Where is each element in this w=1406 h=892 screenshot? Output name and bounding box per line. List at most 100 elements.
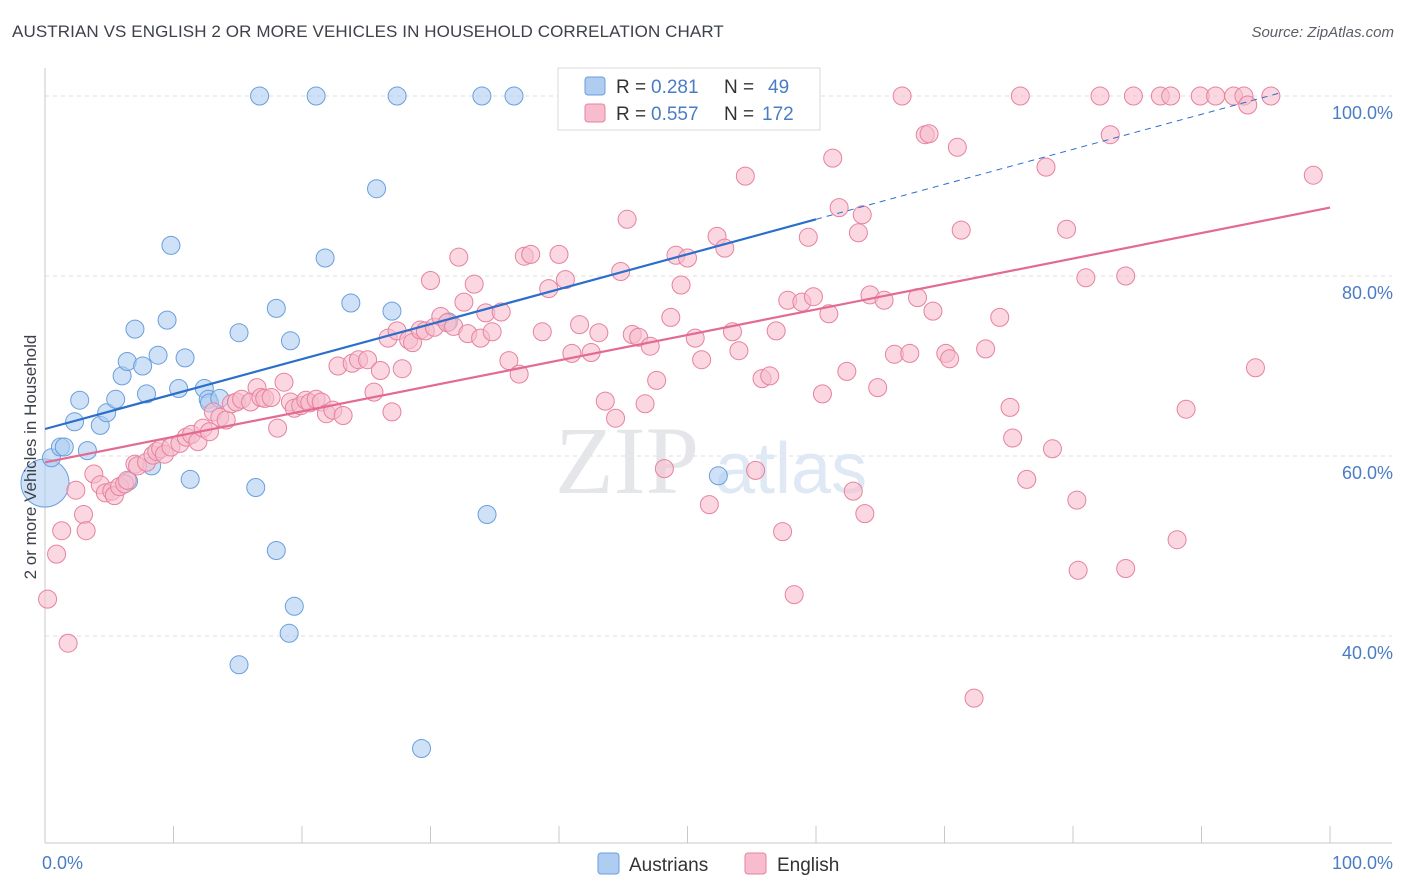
austrians-point — [284, 596, 304, 616]
english-point — [454, 292, 474, 312]
english-point — [1017, 469, 1037, 489]
english-point — [729, 341, 749, 361]
austrians-point — [504, 86, 524, 106]
english-point — [382, 402, 402, 422]
legend-english-n-value: 172 — [762, 104, 794, 125]
x-tick-label: 0.0% — [42, 853, 83, 873]
austrians-point — [54, 437, 74, 457]
english-point — [819, 304, 839, 324]
english-point — [549, 244, 569, 264]
english-point — [58, 633, 78, 653]
austrians-point — [137, 384, 157, 404]
austrians-point — [250, 86, 270, 106]
english-point — [843, 481, 863, 501]
austrians-point — [315, 248, 335, 268]
english-point — [370, 361, 390, 380]
legend-english-r-label: R = — [616, 104, 646, 125]
english-point — [1116, 266, 1136, 286]
legend-austrians-r-value: 0.281 — [651, 77, 699, 98]
austrians-point — [229, 323, 249, 343]
bottom-legend-austrians: Austrians — [629, 855, 708, 876]
legend-austrians-r-label: R = — [616, 77, 646, 98]
english-point — [1057, 219, 1077, 239]
austrians-point — [125, 319, 145, 339]
austrians-point — [367, 179, 387, 199]
austrians-point — [229, 655, 249, 675]
english-point — [947, 137, 967, 157]
watermark-atlas: atlas — [715, 429, 867, 509]
english-point — [606, 408, 626, 428]
austrians-point — [279, 623, 299, 643]
english-point — [421, 271, 440, 290]
english-point — [760, 366, 780, 386]
english-point — [1000, 397, 1020, 417]
bottom-legend-english: English — [777, 855, 839, 876]
english-point — [76, 521, 96, 541]
english-point — [1238, 95, 1258, 115]
english-point — [923, 301, 943, 321]
english-point — [868, 378, 888, 398]
english-point — [1123, 86, 1143, 106]
austrians-point — [341, 293, 361, 313]
english-point — [773, 522, 793, 542]
austrians-point — [77, 441, 97, 461]
austrians-point — [70, 390, 90, 410]
legend-swatch-english — [584, 103, 606, 123]
austrians-point — [266, 541, 286, 560]
english-point — [746, 460, 766, 480]
english-point — [1036, 157, 1056, 177]
tick-labels: 40.0% 60.0% 80.0% 100.0% 0.0% 100.0% — [42, 103, 1393, 873]
english-point — [570, 315, 590, 335]
english-point — [539, 279, 559, 299]
english-point — [449, 247, 469, 267]
english-point — [268, 418, 288, 438]
english-trend-line — [44, 206, 1331, 464]
austrians-point — [161, 235, 181, 255]
english-point — [640, 336, 660, 356]
english-point — [784, 585, 804, 605]
english-point — [647, 370, 667, 390]
english-point — [1161, 86, 1181, 106]
austrians-point — [180, 469, 200, 489]
legend-english-n-label: N = — [724, 104, 754, 125]
english-point — [661, 307, 681, 327]
austrians-point — [382, 301, 402, 321]
english-point — [1206, 86, 1226, 106]
english-point — [617, 209, 637, 229]
bottom-legend-swatch-english — [744, 852, 767, 875]
english-point — [951, 220, 971, 240]
y-tick-label: 80.0% — [1342, 283, 1393, 303]
austrians-trend-line — [44, 218, 817, 431]
english-point — [261, 388, 281, 407]
watermark: ZIP atlas — [555, 407, 867, 514]
austrians-point — [280, 331, 300, 351]
english-point — [798, 227, 818, 247]
english-point — [1042, 439, 1062, 459]
english-point — [464, 274, 484, 294]
gridlines — [45, 95, 1392, 637]
english-point — [976, 339, 996, 359]
english-point — [735, 166, 755, 186]
english-point — [671, 275, 691, 295]
source-label: Source: ZipAtlas.com — [1251, 24, 1394, 41]
english-point — [1303, 165, 1323, 185]
english-point — [333, 406, 353, 425]
english-point — [919, 124, 939, 144]
english-point — [837, 361, 857, 381]
english-point — [829, 198, 849, 218]
english-point — [1167, 530, 1187, 550]
austrians-point — [106, 389, 126, 409]
english-point — [766, 321, 786, 341]
english-point — [392, 359, 412, 379]
y-axis-title: 2 or more Vehicles in Household — [21, 335, 40, 580]
english-point — [855, 504, 875, 524]
english-point — [47, 544, 67, 564]
y-tick-label: 100.0% — [1332, 103, 1393, 123]
english-point — [38, 589, 58, 609]
english-point — [852, 205, 872, 225]
english-point — [66, 480, 86, 500]
english-point — [117, 470, 137, 490]
english-point — [1076, 268, 1096, 288]
english-point — [1261, 86, 1281, 106]
